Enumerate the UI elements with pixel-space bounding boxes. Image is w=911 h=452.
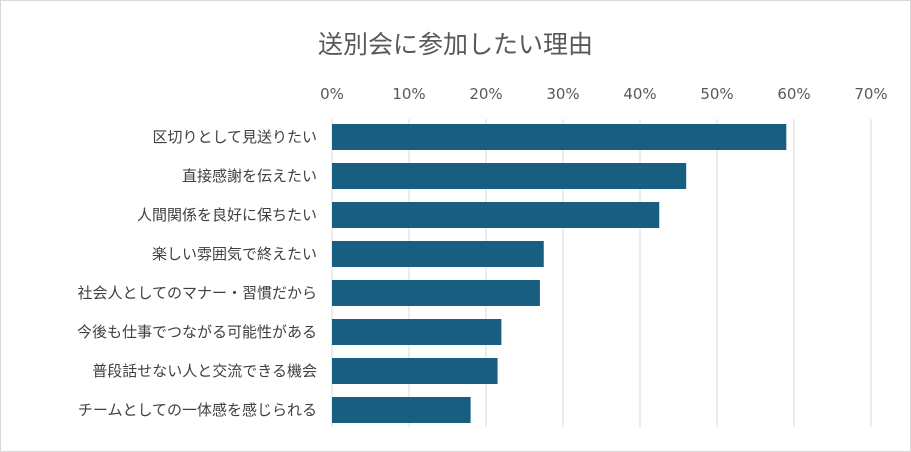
x-tick-label: 60% [777,85,810,103]
category-label: 直接感謝を伝えたい [182,167,317,185]
category-label: 社会人としてのマナー・習慣だから [77,284,317,302]
x-tick-label: 0% [320,85,344,103]
x-tick-label: 20% [469,85,502,103]
bars [332,124,787,423]
x-tick-label: 30% [546,85,579,103]
category-label: 楽しい雰囲気で終えたい [152,245,317,263]
bar [332,319,502,345]
bar [332,397,471,423]
category-label: 普段話せない人と交流できる機会 [92,362,317,380]
x-tick-label: 40% [623,85,656,103]
x-tick-label: 50% [700,85,733,103]
x-axis-ticks: 0% 10% 20% 30% 40% 50% 60% 70% [320,85,888,103]
category-label: 今後も仕事でつながる可能性がある [77,323,317,341]
x-tick-label: 70% [854,85,887,103]
category-label: 人間関係を良好に保ちたい [137,206,317,224]
chart-title: 送別会に参加したい理由 [317,30,593,59]
bar [332,280,540,306]
bar [332,241,544,267]
x-tick-label: 10% [392,85,425,103]
bar [332,124,787,150]
bar [332,202,660,228]
bar [332,358,498,384]
category-labels: 区切りとして見送りたい直接感謝を伝えたい人間関係を良好に保ちたい楽しい雰囲気で終… [77,128,317,419]
category-label: 区切りとして見送りたい [152,128,317,146]
category-label: チームとしての一体感を感じられる [78,401,317,419]
bar [332,163,687,189]
